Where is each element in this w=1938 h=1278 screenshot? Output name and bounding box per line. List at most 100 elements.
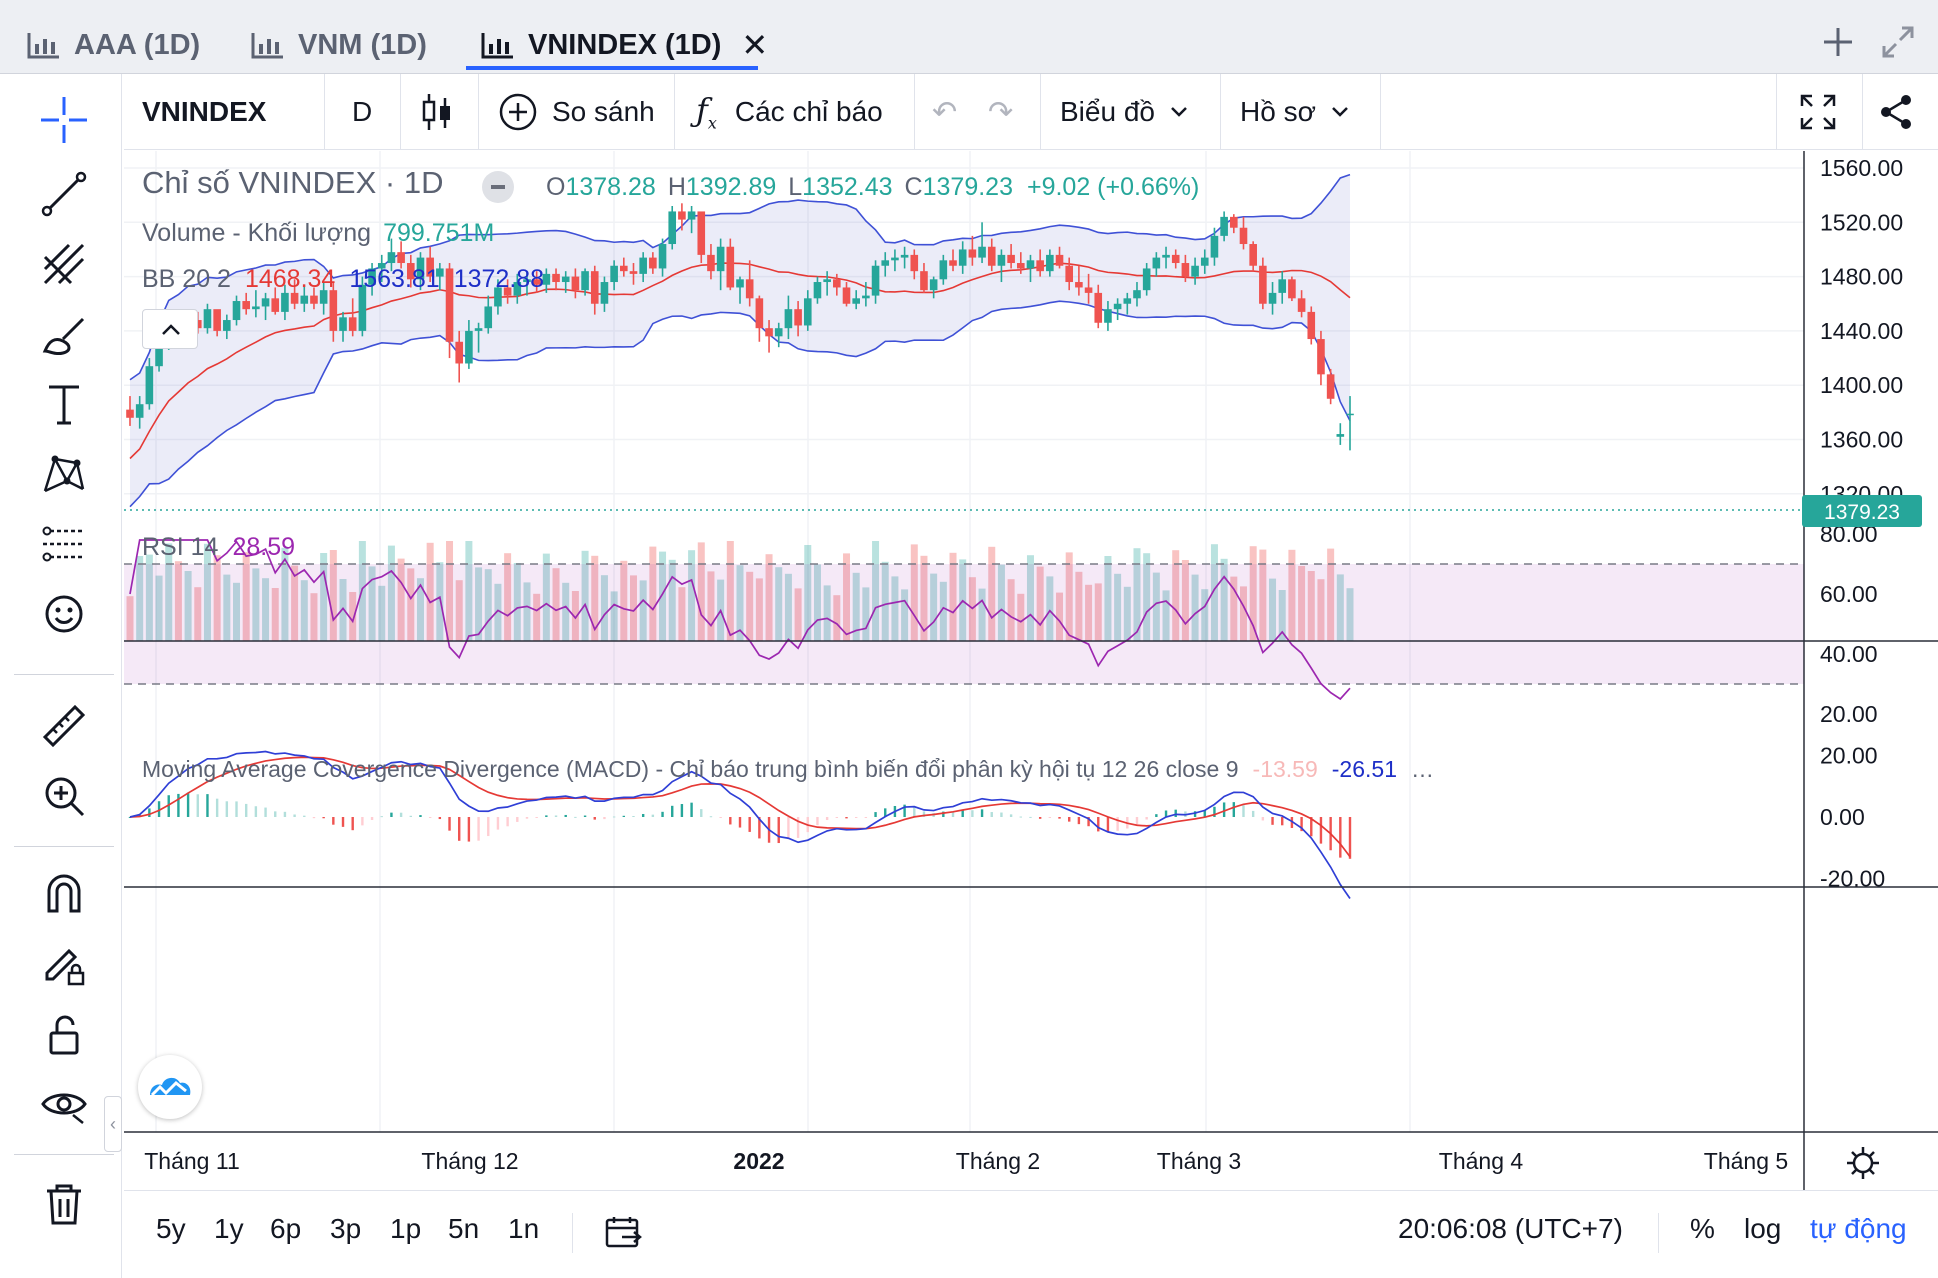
share-icon[interactable]	[1876, 74, 1916, 150]
volume-bar	[1269, 578, 1277, 641]
volume-bar	[233, 582, 241, 641]
macd-histogram-bar	[264, 807, 267, 817]
open-value: 1378.28	[565, 173, 656, 201]
eye-icon[interactable]	[34, 1074, 94, 1134]
candle-body	[939, 260, 948, 280]
macd-histogram-bar	[438, 817, 442, 820]
redo-icon[interactable]: ↷	[988, 95, 1014, 129]
range-3p[interactable]: 3p	[330, 1213, 362, 1244]
goto-date-icon[interactable]	[604, 1215, 644, 1256]
tab-vnm[interactable]: VNM (1D)	[250, 22, 427, 68]
collapse-legend-button[interactable]	[142, 309, 198, 349]
expand-icon[interactable]	[1880, 24, 1916, 60]
macd-histogram-bar	[545, 815, 548, 817]
chart-menu-button[interactable]: Biểu đồ	[1060, 74, 1189, 150]
tab-vnindex[interactable]: VNINDEX (1D) ✕	[480, 22, 768, 68]
tab-label: AAA (1D)	[74, 28, 201, 61]
volume-bar	[697, 542, 705, 641]
log-toggle[interactable]: log	[1744, 1213, 1782, 1244]
auto-toggle[interactable]: tự động	[1810, 1213, 1907, 1244]
indicators-button[interactable]: ƒx Các chỉ báo	[696, 74, 883, 150]
rsi-pane	[124, 539, 1804, 701]
range-1y[interactable]: 1y	[214, 1213, 244, 1244]
range-6p[interactable]: 6p	[270, 1213, 302, 1244]
macd-histogram-bar	[1251, 810, 1255, 817]
close-icon[interactable]: ✕	[741, 27, 769, 63]
emoji-icon[interactable]	[34, 584, 94, 644]
volume-bar	[1075, 571, 1083, 641]
candle-body	[784, 309, 793, 329]
bb-upper-line	[129, 173, 1351, 381]
settings-icon[interactable]	[1847, 1147, 1879, 1179]
collapse-toolbar-button[interactable]: ‹	[104, 1096, 122, 1152]
high-value: 1392.89	[685, 173, 777, 201]
trend-line-icon[interactable]	[34, 164, 94, 224]
candle-body	[862, 295, 870, 299]
brush-icon[interactable]	[34, 304, 94, 364]
range-5y[interactable]: 5y	[156, 1213, 186, 1244]
volume-bar	[484, 569, 492, 641]
trash-icon[interactable]	[34, 1174, 94, 1234]
macd-histogram-bar	[825, 817, 829, 821]
hide-legend-button[interactable]	[482, 171, 514, 203]
macd-histogram-bar	[370, 817, 374, 821]
volume-bar	[1201, 589, 1209, 641]
magnet-icon[interactable]	[34, 864, 94, 924]
percent-toggle[interactable]: %	[1690, 1213, 1715, 1244]
undo-icon[interactable]: ↶	[932, 95, 958, 129]
range-1p[interactable]: 1p	[390, 1213, 422, 1244]
volume-bar	[949, 552, 957, 641]
macd-histogram-bar	[796, 817, 800, 838]
volume-label[interactable]: Volume - Khối lượng	[142, 219, 372, 247]
bb-label[interactable]: BB 20 2	[142, 265, 231, 293]
volume-bar	[1026, 555, 1034, 641]
candle-style-icon[interactable]	[420, 74, 454, 150]
pattern-icon[interactable]	[34, 444, 94, 504]
clock[interactable]: 20:06:08 (UTC+7)	[1398, 1213, 1623, 1244]
crosshair-icon[interactable]	[34, 90, 94, 150]
macd-histogram-bar	[603, 817, 606, 820]
fullscreen-icon[interactable]	[1798, 74, 1838, 150]
range-5n[interactable]: 5n	[448, 1213, 480, 1244]
tab-aaa[interactable]: AAA (1D)	[26, 22, 200, 68]
profile-menu-button[interactable]: Hồ sơ	[1240, 74, 1350, 150]
symbol-search[interactable]: VNINDEX	[142, 96, 267, 127]
candle-body	[232, 301, 241, 321]
ruler-icon[interactable]	[34, 696, 94, 756]
volume-bar	[872, 541, 880, 641]
rsi-label[interactable]: RSI 14	[142, 533, 219, 561]
volume-bar	[629, 575, 637, 641]
text-tool-icon[interactable]	[34, 374, 94, 434]
macd-more[interactable]: …	[1410, 756, 1434, 782]
logo-icon[interactable]	[138, 1055, 202, 1119]
macd-histogram-bar	[225, 801, 229, 817]
rsi-legend: RSI 14 28.59	[142, 533, 295, 562]
add-tab-icon[interactable]	[1820, 24, 1856, 60]
macd-histogram-bar	[535, 817, 538, 818]
prediction-icon[interactable]	[34, 514, 94, 574]
macd-histogram-bar	[1068, 817, 1071, 822]
zoom-in-icon[interactable]	[34, 766, 94, 826]
chart-canvas[interactable]: 1560.00 1520.00 1480.00 1440.00 1400.00 1360.…	[124, 151, 1938, 1191]
volume-bar	[755, 578, 763, 641]
macd-label[interactable]: Moving Average Covergence Divergence (MA…	[142, 756, 1239, 782]
macd-value: -26.51	[1331, 756, 1397, 782]
candle-body	[958, 249, 967, 266]
compare-button[interactable]: So sánh	[498, 74, 655, 150]
macd-histogram-bar	[341, 817, 345, 827]
candle-body	[987, 246, 996, 266]
lock-drawing-icon[interactable]	[34, 934, 94, 994]
volume-bar	[271, 588, 279, 641]
volume-bar	[562, 582, 570, 641]
macd-histogram-bar	[971, 810, 974, 817]
volume-bar	[1307, 571, 1315, 641]
unlock-icon[interactable]	[34, 1004, 94, 1064]
volume-bar	[426, 542, 434, 641]
candle-body	[377, 263, 386, 269]
interval-button[interactable]: D	[352, 96, 373, 127]
range-1n[interactable]: 1n	[508, 1213, 540, 1244]
chart-area[interactable]: 1560.00 1520.00 1480.00 1440.00 1400.00 1360.…	[124, 151, 1938, 1191]
pitchfork-icon[interactable]	[34, 234, 94, 294]
legend-title[interactable]: Chỉ số VNINDEX	[142, 165, 377, 200]
volume-bar	[1327, 548, 1335, 641]
